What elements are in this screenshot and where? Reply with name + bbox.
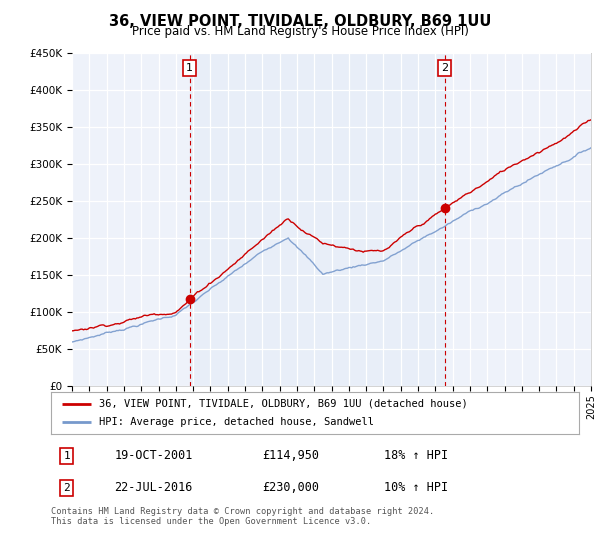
Text: Contains HM Land Registry data © Crown copyright and database right 2024.
This d: Contains HM Land Registry data © Crown c… <box>51 507 434 526</box>
Text: 36, VIEW POINT, TIVIDALE, OLDBURY, B69 1UU: 36, VIEW POINT, TIVIDALE, OLDBURY, B69 1… <box>109 14 491 29</box>
Text: 22-JUL-2016: 22-JUL-2016 <box>115 482 193 494</box>
Text: 2: 2 <box>441 63 448 73</box>
Text: 36, VIEW POINT, TIVIDALE, OLDBURY, B69 1UU (detached house): 36, VIEW POINT, TIVIDALE, OLDBURY, B69 1… <box>98 399 467 409</box>
Text: 19-OCT-2001: 19-OCT-2001 <box>115 449 193 462</box>
Text: 1: 1 <box>64 451 70 461</box>
Text: 1: 1 <box>186 63 193 73</box>
Text: £114,950: £114,950 <box>262 449 319 462</box>
Bar <box>190 53 445 386</box>
Text: 18% ↑ HPI: 18% ↑ HPI <box>383 449 448 462</box>
Text: HPI: Average price, detached house, Sandwell: HPI: Average price, detached house, Sand… <box>98 417 374 427</box>
Text: £230,000: £230,000 <box>262 482 319 494</box>
Text: 10% ↑ HPI: 10% ↑ HPI <box>383 482 448 494</box>
Text: 2: 2 <box>64 483 70 493</box>
Text: Price paid vs. HM Land Registry's House Price Index (HPI): Price paid vs. HM Land Registry's House … <box>131 25 469 38</box>
